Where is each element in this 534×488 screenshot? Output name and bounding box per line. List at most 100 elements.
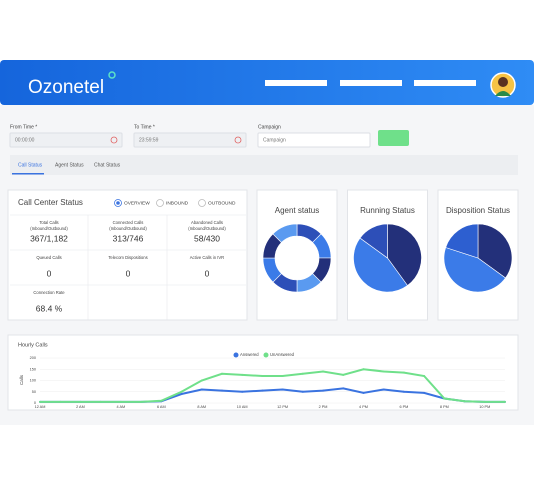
segment[interactable] [443,247,506,293]
point [443,397,446,400]
metric-sublabel: (Inbound/Outbound) [188,226,226,231]
metric-value: 58/430 [194,233,220,243]
filter-label: From Time * [10,124,37,130]
card-title: Hourly Calls [18,342,48,348]
point [241,390,244,393]
metric-value: 313/746 [113,233,144,243]
tab[interactable]: Call Status [18,162,43,168]
logo-dot [108,71,116,79]
point [423,375,426,377]
radio-label: OVERVIEW [124,200,150,206]
point [200,379,203,382]
point [342,373,345,376]
metric-label: Queued Calls [36,255,61,260]
segment[interactable] [353,237,408,293]
segment[interactable] [387,223,422,286]
x-tick-label: 2 AM [76,405,85,409]
radio[interactable] [156,199,164,207]
point [200,388,203,391]
metric-value: 367/1,182 [30,233,68,243]
metric-value: 0 [205,268,210,278]
point [59,400,62,403]
radio-label: OUTBOUND [208,200,236,206]
nav-item[interactable] [265,80,327,86]
filter-input[interactable] [133,132,247,148]
point [301,372,304,375]
metric-sublabel: (Inbound/Outbound) [30,226,68,231]
point [402,371,405,374]
point [220,389,223,392]
y-tick-label: 200 [30,356,36,360]
status-title: Disposition Status [446,206,510,215]
x-tick-label: 6 PM [399,405,408,409]
x-tick-label: 10 PM [479,405,490,409]
clock-icon [110,136,118,144]
segment[interactable] [272,223,298,243]
point [382,388,385,391]
tab[interactable]: Chat Status [94,162,121,168]
metric-label: Total Calls [39,220,58,225]
filter-input[interactable] [257,132,371,148]
segment[interactable] [445,223,479,259]
metric-value: 0 [126,268,131,278]
point [220,372,223,375]
filter-value: 23:59:59 [139,137,159,143]
metric-label: Abandoned Calls [191,220,223,225]
point [180,393,183,395]
legend-label[interactable]: UnAnswered [270,352,295,357]
point [160,399,163,402]
legend-swatch [233,352,239,358]
x-tick-label: 8 PM [440,405,449,409]
point [483,400,486,403]
metric-label: Connected Calls [113,220,144,225]
metric-value: 68.4 % [36,303,63,313]
segment[interactable] [359,223,388,259]
x-tick-label: 10 AM [237,405,248,409]
radio-dot [116,201,120,205]
y-axis-label: Calls [19,374,24,385]
x-tick-label: 12 AM [35,405,46,409]
line [40,368,505,403]
point [362,368,365,371]
tab-bar [10,155,518,175]
point [241,373,244,376]
metric-label: Active Calls in IVR [190,255,224,260]
segment[interactable] [477,223,513,279]
nav-item[interactable] [414,80,476,86]
radio[interactable] [198,199,206,207]
apply-button[interactable] [378,130,409,146]
metric-value: 0 [47,268,52,278]
x-tick-label: 4 AM [117,405,126,409]
filter-input[interactable] [9,132,123,148]
point [140,400,143,403]
card-title: Call Center Status [18,198,83,207]
point [39,400,41,403]
y-tick-label: 50 [32,390,36,394]
x-tick-label: 4 PM [359,405,368,409]
point [119,400,122,403]
point [423,391,426,394]
point [322,370,325,373]
point [362,391,365,394]
filter-label: To Time * [134,124,155,130]
tab[interactable]: Agent Status [55,162,84,168]
avatar-head [498,77,508,87]
clock-icon [234,136,242,144]
x-tick-label: 6 AM [157,405,166,409]
x-tick-label: 8 AM [197,405,206,409]
filter-value: Campaign [263,137,286,143]
point [322,389,325,392]
y-tick-label: 150 [30,367,36,371]
legend-swatch [263,352,269,358]
point [261,389,264,392]
legend-label[interactable]: Answered [240,352,259,357]
point [342,387,345,390]
nav-item[interactable] [340,80,402,86]
logo[interactable]: Ozonetel [28,77,104,98]
avatar-body [495,91,511,96]
point [180,390,183,393]
point [79,400,82,403]
metric-label: Telecom Dispositions [108,255,147,260]
